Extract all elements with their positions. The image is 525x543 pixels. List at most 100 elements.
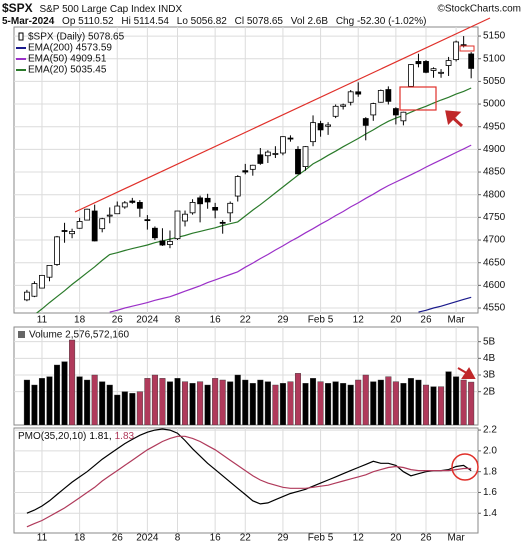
candle-body — [468, 53, 475, 69]
legend-label: $SPX (Daily) 5078.65 — [28, 32, 125, 43]
volume-bar — [76, 376, 83, 425]
candle-body — [317, 123, 324, 131]
volume-bar — [84, 379, 91, 425]
volume-bar — [438, 386, 445, 425]
x-tick-label: 8 — [175, 315, 181, 326]
y-tick-label: 2.2 — [483, 425, 497, 436]
candle-body — [264, 151, 271, 157]
candle-body — [302, 146, 309, 168]
x-tick-label: 2024 — [136, 533, 159, 543]
x-tick-label: 18 — [74, 533, 86, 543]
x-tick-label: 22 — [240, 315, 252, 326]
legend-label: Volume 2,576,572,160 — [29, 330, 130, 341]
y-tick-label: 4600 — [483, 280, 506, 291]
x-tick-label: Mar — [447, 533, 465, 543]
volume-bar — [340, 383, 347, 425]
x-tick-label: 20 — [390, 533, 402, 543]
candle-body — [69, 231, 75, 235]
legend-label: EMA(20) 5035.45 — [28, 65, 107, 76]
volume-bar — [415, 379, 422, 425]
candle-body — [99, 218, 106, 230]
volume-bar — [332, 381, 339, 425]
legend-swatch — [18, 331, 25, 338]
x-tick-label: 29 — [277, 315, 289, 326]
y-tick-label: 2B — [483, 386, 496, 397]
candle-body — [242, 170, 249, 173]
volume-bar — [355, 379, 362, 425]
volume-bar — [99, 381, 106, 425]
candle-body — [453, 41, 460, 61]
x-tick-label: 11 — [37, 533, 48, 543]
y-tick-label: 1.6 — [483, 487, 497, 498]
volume-bar — [294, 373, 301, 425]
candle-body — [257, 154, 264, 164]
volume-bar — [249, 383, 256, 425]
volume-bar — [445, 371, 452, 425]
candle-body — [392, 108, 399, 116]
x-tick-label: 16 — [210, 315, 222, 326]
legend-label: EMA(200) 4573.59 — [28, 43, 112, 54]
volume-bar — [144, 378, 151, 425]
y-tick-label: 4650 — [483, 257, 506, 268]
y-tick-label: 4950 — [483, 121, 506, 132]
legend-text: 1.83 — [115, 431, 135, 442]
candle-body — [408, 64, 414, 87]
candle-body — [438, 71, 444, 74]
volume-bar — [166, 381, 173, 425]
candle-body — [227, 202, 234, 214]
candle-body — [159, 240, 166, 246]
candle-body — [121, 202, 128, 208]
y-tick-label: 4750 — [483, 212, 506, 223]
candle-body — [325, 124, 332, 127]
volume-bar — [453, 376, 460, 425]
candle-body — [287, 137, 294, 140]
volume-bar — [468, 381, 475, 425]
y-tick-label: 5100 — [483, 53, 506, 64]
candle-body — [46, 265, 53, 278]
candle-body — [54, 236, 60, 265]
line-series — [418, 296, 472, 313]
volume-bar — [23, 379, 30, 425]
x-tick-label: Feb 5 — [308, 315, 334, 326]
volume-bar — [38, 378, 45, 425]
y-tick-label: 4800 — [483, 189, 506, 200]
candle-body — [39, 274, 45, 289]
candle-body — [332, 105, 339, 117]
volume-bar — [227, 381, 234, 425]
x-tick-label: 8 — [175, 533, 181, 543]
candle-body — [355, 91, 362, 95]
candle-body — [415, 61, 422, 65]
plot-area — [14, 327, 478, 425]
volume-bar — [54, 364, 61, 425]
candle-body — [219, 221, 226, 224]
volume-bar — [460, 379, 467, 425]
candle-body — [197, 197, 203, 205]
arrow — [445, 110, 464, 128]
volume-bar — [407, 378, 414, 425]
highlight-box-small — [459, 45, 475, 52]
y-tick-label: 5000 — [483, 99, 506, 110]
candle-body — [114, 205, 121, 215]
volume-bar — [370, 381, 377, 425]
line-series — [26, 435, 472, 528]
legend-label: PMO(35,20,10) 1.81, 1.83 — [18, 431, 135, 442]
symbol: $SPX — [2, 1, 33, 15]
volume-bar — [310, 378, 317, 425]
header-title: $SPX S&P 500 Large Cap Index INDX — [2, 1, 182, 15]
x-tick-label: 16 — [210, 533, 222, 543]
candle-body — [84, 208, 91, 221]
quote-close: Cl 5078.65 — [235, 16, 284, 27]
x-tick-label: 20 — [390, 315, 402, 326]
candle-body — [91, 210, 98, 242]
volume-bar — [61, 361, 68, 425]
volume-bar — [174, 378, 181, 425]
candle-body — [129, 200, 136, 203]
y-tick-label: 4B — [483, 353, 496, 364]
volume-bar — [121, 391, 128, 425]
source: ©StockCharts.com — [437, 4, 521, 15]
candle-body — [106, 214, 113, 217]
volume-bar — [287, 381, 294, 425]
x-tick-label: 12 — [353, 315, 365, 326]
x-tick-label: 18 — [74, 315, 86, 326]
volume-bar — [242, 379, 249, 425]
